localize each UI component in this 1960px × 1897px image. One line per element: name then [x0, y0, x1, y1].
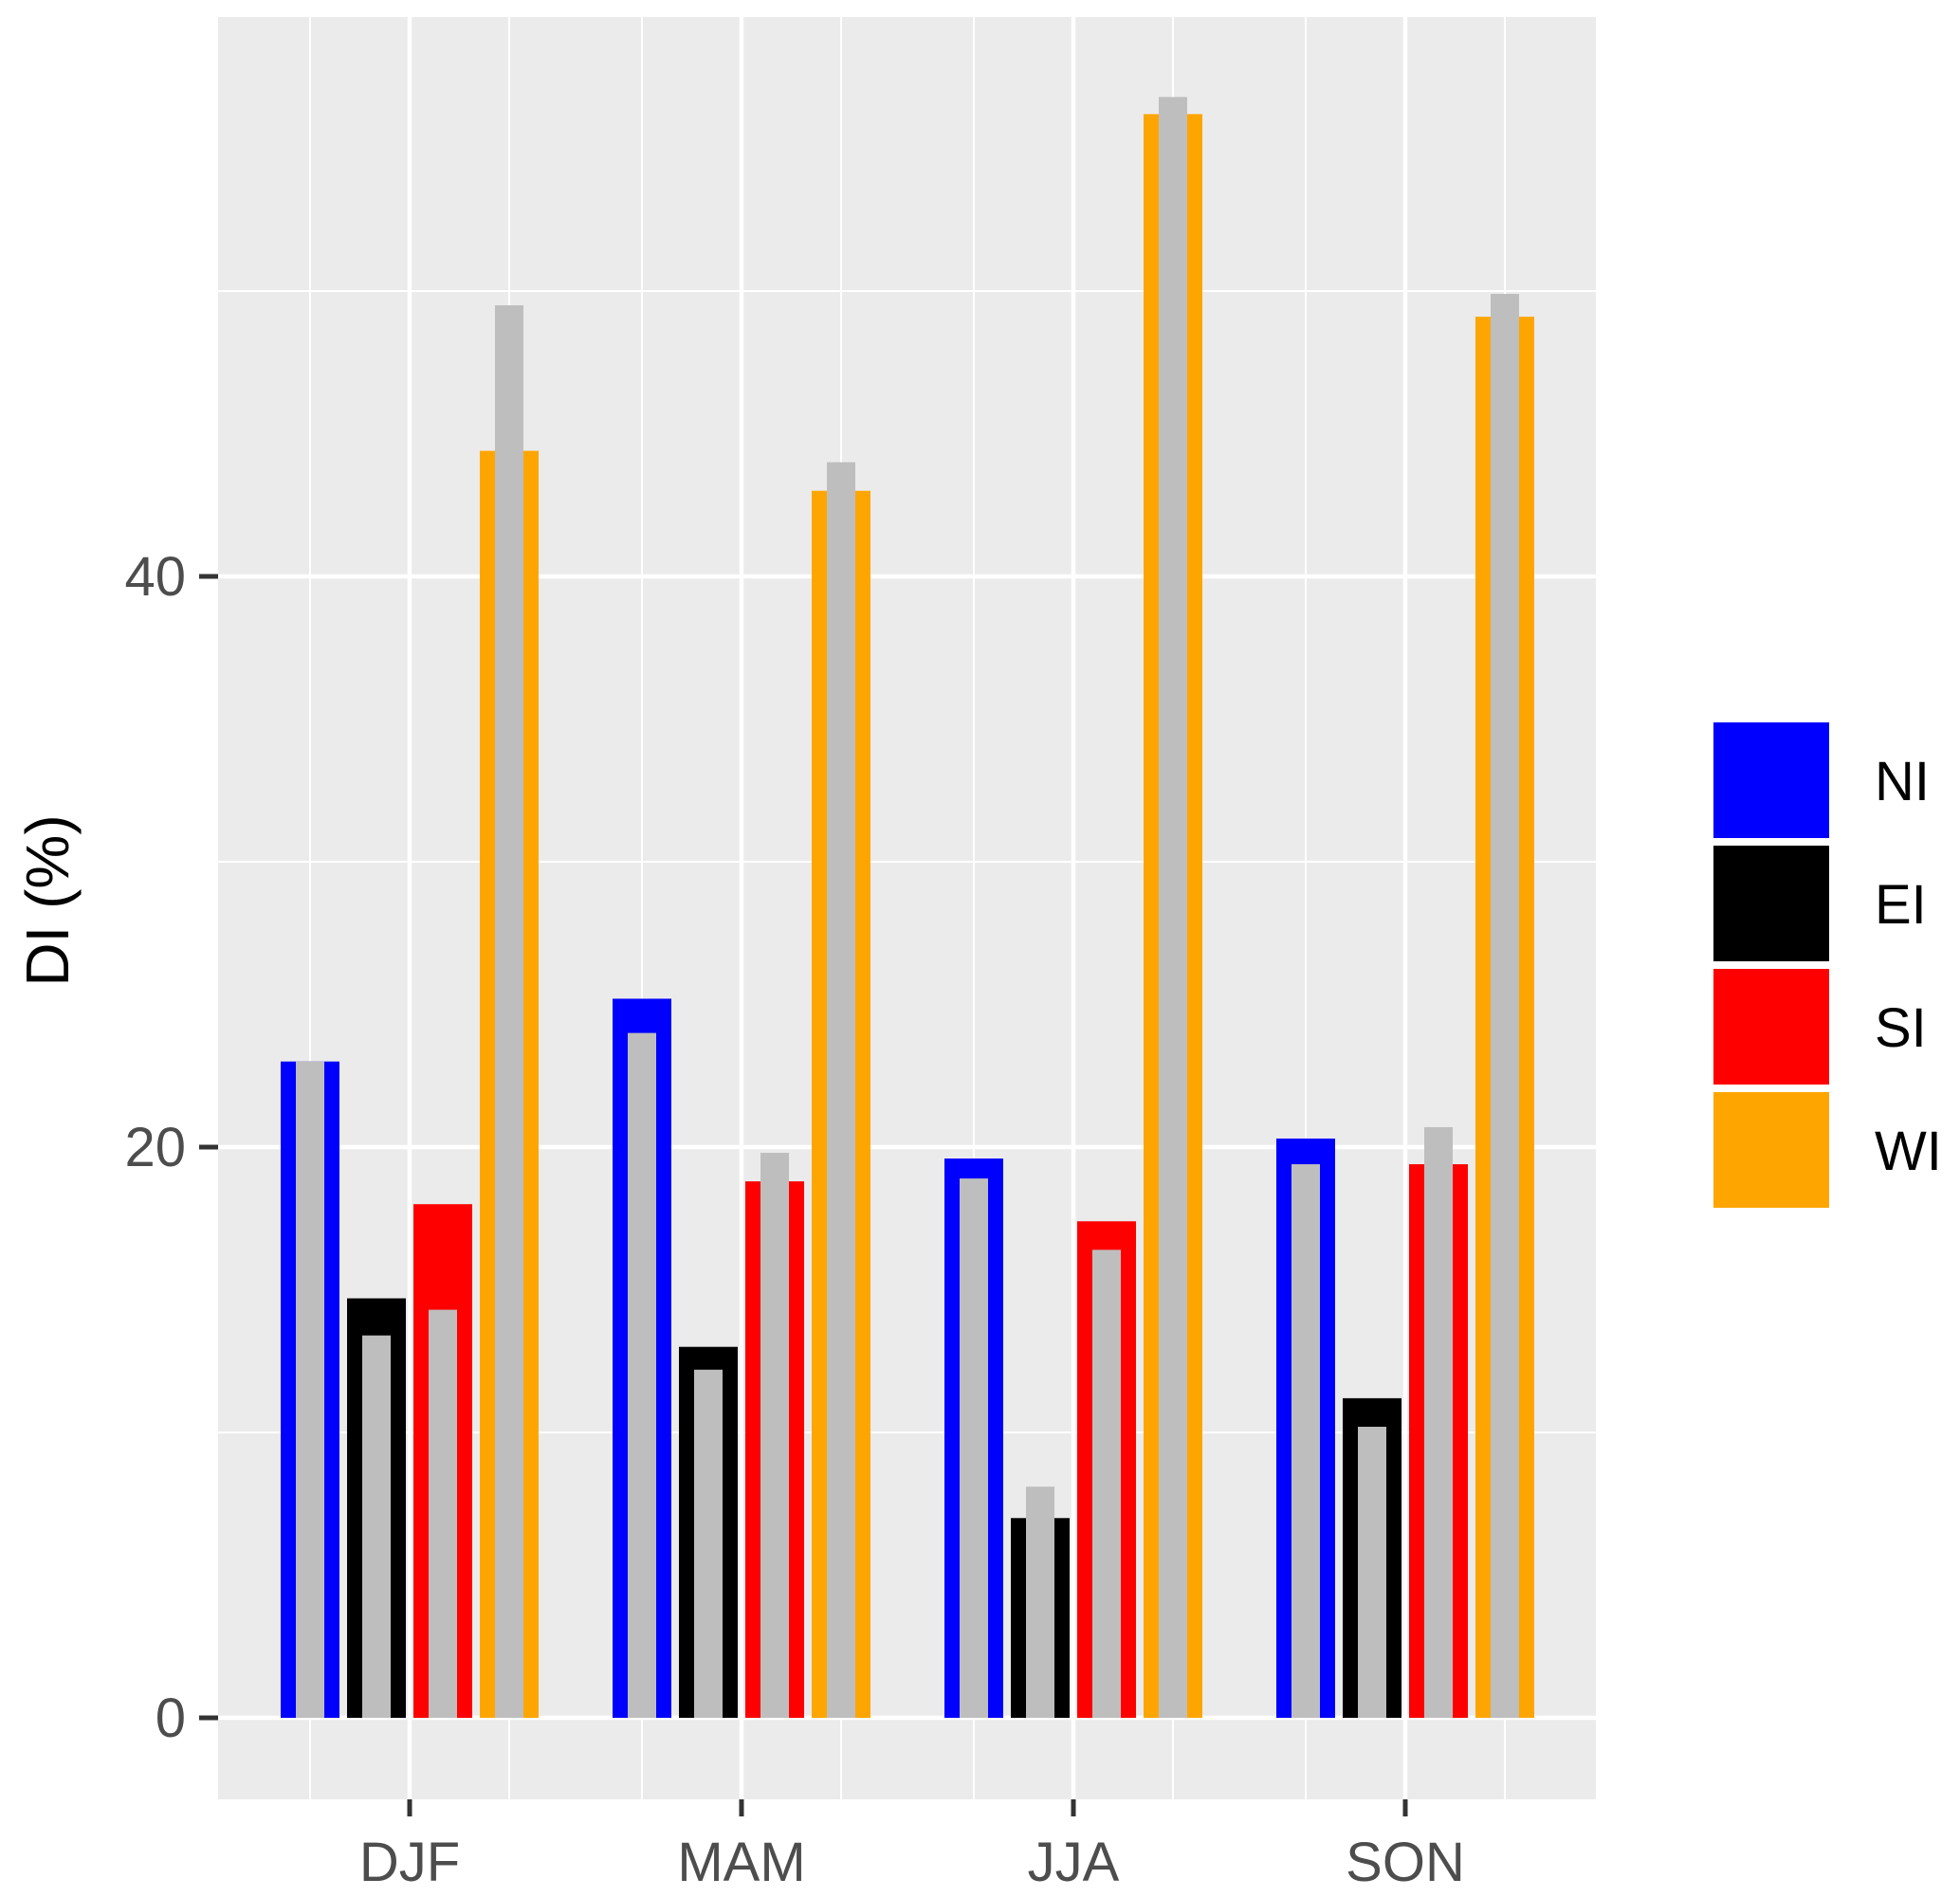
overlay-bar-SI-SON — [1424, 1126, 1453, 1718]
overlay-bar-SI-MAM — [760, 1153, 789, 1718]
overlay-bar-EI-SON — [1358, 1426, 1386, 1718]
overlay-bar-EI-DJF — [362, 1335, 391, 1718]
legend-label-WI: WI — [1875, 1121, 1942, 1182]
overlay-bar-NI-MAM — [628, 1032, 656, 1718]
legend-label-SI: SI — [1875, 997, 1927, 1059]
y-tick-label: 0 — [156, 1687, 186, 1749]
x-tick-label-SON: SON — [1346, 1832, 1465, 1893]
overlay-bar-SI-JJA — [1092, 1249, 1121, 1718]
x-tick-label-MAM: MAM — [677, 1832, 805, 1893]
legend-label-NI: NI — [1875, 751, 1930, 812]
legend-key-WI — [1713, 1092, 1829, 1208]
legend-key-EI — [1713, 846, 1829, 961]
overlay-bar-SI-DJF — [429, 1309, 457, 1718]
overlay-bar-NI-JJA — [960, 1178, 988, 1718]
legend-label-EI: EI — [1875, 874, 1927, 936]
x-tick-label-JJA: JJA — [1028, 1832, 1120, 1893]
legend-key-SI — [1713, 969, 1829, 1085]
overlay-bar-WI-DJF — [495, 305, 523, 1718]
y-tick-label: 40 — [124, 546, 186, 608]
overlay-bar-NI-DJF — [296, 1061, 324, 1718]
y-tick-label: 20 — [124, 1117, 186, 1178]
legend-key-NI — [1713, 722, 1829, 838]
legend: NI EI SI WI — [1710, 719, 1942, 1212]
overlay-bar-WI-SON — [1491, 294, 1519, 1718]
y-axis-title: DI (%) — [13, 814, 82, 986]
overlay-bars — [296, 97, 1519, 1719]
overlay-bar-EI-MAM — [694, 1369, 723, 1718]
overlay-bar-WI-JJA — [1159, 97, 1187, 1719]
x-axis: DJF MAM JJA SON — [359, 1799, 1465, 1893]
x-tick-label-DJF: DJF — [359, 1832, 460, 1893]
overlay-bar-EI-JJA — [1026, 1487, 1054, 1718]
y-axis: 0 20 40 — [124, 546, 218, 1749]
overlay-bar-WI-MAM — [827, 462, 855, 1719]
overlay-bar-NI-SON — [1291, 1164, 1320, 1718]
